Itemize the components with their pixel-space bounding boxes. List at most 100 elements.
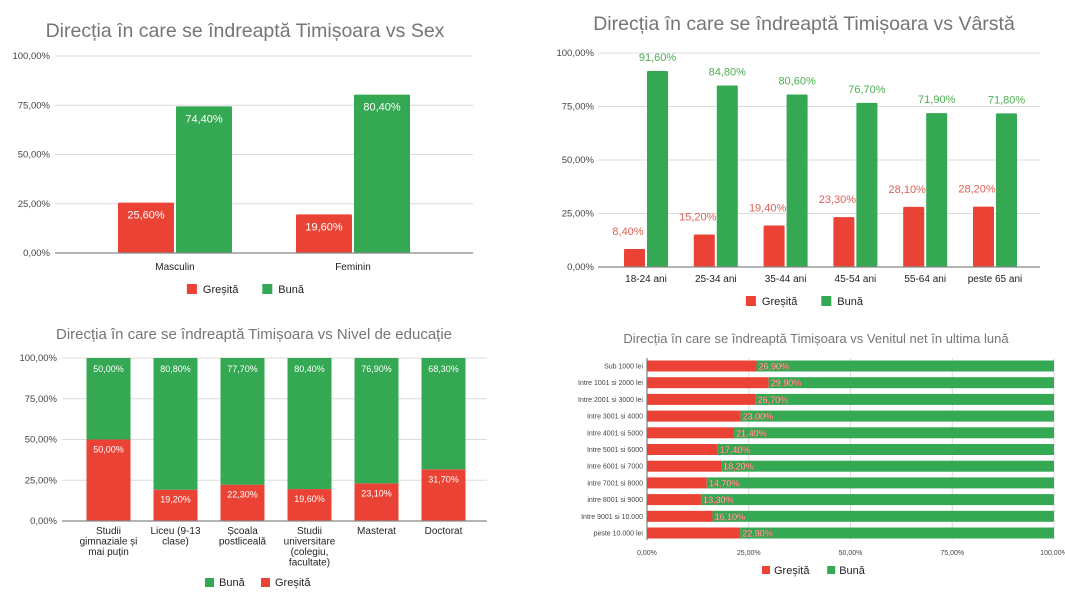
sex-x-label: Masculin <box>155 262 194 273</box>
age-x-label: peste 65 ani <box>968 274 1023 285</box>
edu-bar-label-gresita: 50,00% <box>93 445 124 455</box>
edu-bar-label-gresita: 22,30% <box>227 490 258 500</box>
inc-x-tick: 50,00% <box>839 550 863 557</box>
inc-y-label: Intre 3001 si 4000 <box>587 414 643 421</box>
edu-bar-gresita <box>354 483 399 521</box>
edu-bar-buna <box>86 358 131 440</box>
inc-bar-buna <box>756 360 1054 372</box>
inc-bar-label: 22,90% <box>742 529 773 539</box>
age-y-tick: 0,00% <box>567 262 594 273</box>
edu-x-label: facultate) <box>289 558 330 569</box>
edu-bar-label-gresita: 23,10% <box>361 488 392 498</box>
inc-bar-label: 21,40% <box>736 428 767 438</box>
age-bar-label: 28,20% <box>958 184 996 196</box>
edu-legend-swatch-0 <box>205 578 214 587</box>
sex-bar-gresita <box>296 214 352 253</box>
edu-x-label: Doctorat <box>425 526 463 537</box>
age-y-tick: 75,00% <box>562 102 595 113</box>
inc-bar-buna <box>721 460 1054 472</box>
age-bar-gresita <box>624 249 645 267</box>
age-bar-label: 71,80% <box>988 94 1026 106</box>
edu-bar-gresita <box>86 439 131 521</box>
edu-bar-buna <box>220 358 265 485</box>
age-x-label: 55-64 ani <box>904 274 946 285</box>
age-bar-gresita <box>903 206 925 267</box>
sex-y-tick: 25,00% <box>18 199 51 210</box>
inc-bar-buna <box>755 393 1054 405</box>
sex-x-label: Feminin <box>335 262 371 273</box>
inc-y-label: intre 7001 si 8000 <box>587 480 643 487</box>
age-x-label: 25-34 ani <box>695 274 737 285</box>
age-bar-label: 19,40% <box>749 202 787 214</box>
inc-bar-gresita <box>647 527 741 539</box>
age-bar-label: 28,10% <box>889 184 927 196</box>
age-bar-buna <box>926 113 948 267</box>
edu-y-tick: 100,00% <box>19 353 57 364</box>
edu-bar-label-gresita: 19,60% <box>294 494 325 504</box>
sex-legend-label-1: Bună <box>278 284 305 296</box>
age-x-label: 35-44 ani <box>765 274 807 285</box>
age-bar-buna <box>716 85 738 267</box>
age-bar-label: 91,60% <box>639 52 677 64</box>
inc-bar-buna <box>712 510 1054 522</box>
inc-bar-gresita <box>647 360 757 372</box>
inc-y-label: intre 8001 si 9000 <box>587 497 643 504</box>
edu-bar-buna <box>153 358 198 490</box>
sex-legend-swatch-1 <box>262 284 273 294</box>
inc-bar-buna <box>768 377 1054 389</box>
edu-bar-label-buna: 77,70% <box>227 364 258 374</box>
chart-education-title: Direcția în care se îndreaptă Timișoara … <box>56 326 452 343</box>
inc-bar-gresita <box>647 460 722 472</box>
inc-bar-gresita <box>647 477 707 489</box>
edu-x-label: Școala <box>227 526 258 537</box>
edu-x-label: universitare <box>284 537 336 548</box>
inc-bar-label: 18,20% <box>723 462 754 472</box>
edu-bar-gresita <box>220 484 265 521</box>
inc-bar-buna <box>701 494 1054 506</box>
age-bar-buna <box>786 94 808 268</box>
sex-bar-label: 80,40% <box>363 102 401 114</box>
sex-legend-swatch-0 <box>186 284 197 294</box>
sex-y-tick: 100,00% <box>12 51 50 62</box>
edu-bar-label-gresita: 31,70% <box>428 474 459 484</box>
edu-legend-label-1: Greșită <box>275 577 311 589</box>
sex-bar-gresita <box>118 202 174 253</box>
inc-x-tick: 0,00% <box>637 550 657 557</box>
age-bar-gresita <box>763 225 785 267</box>
inc-y-label: Intre 5001 si 6000 <box>587 447 643 454</box>
inc-legend-swatch-0 <box>762 566 770 574</box>
sex-bar-label: 25,60% <box>127 210 165 222</box>
inc-bar-buna <box>740 410 1054 422</box>
edu-legend-label-0: Bună <box>219 577 246 589</box>
age-bar-label: 84,80% <box>709 67 747 79</box>
age-legend-label-1: Bună <box>837 296 864 308</box>
edu-legend-swatch-1 <box>261 578 270 587</box>
chart-income-title: Direcția în care se îndreaptă Timișoara … <box>623 331 1009 346</box>
inc-y-label: Intre 2001 si 3000 lei <box>578 397 643 404</box>
age-bar-label: 80,60% <box>778 76 816 88</box>
inc-x-tick: 75,00% <box>940 550 964 557</box>
age-y-tick: 100,00% <box>556 48 594 59</box>
edu-bar-gresita <box>287 489 332 521</box>
edu-y-tick: 50,00% <box>25 435 58 446</box>
sex-y-tick: 50,00% <box>18 150 51 161</box>
edu-bar-label-buna: 80,40% <box>294 364 325 374</box>
inc-bar-label: 13,30% <box>703 495 734 505</box>
age-bar-buna <box>647 70 668 267</box>
inc-y-label: Intre 1001 si 2000 lei <box>578 380 643 387</box>
inc-bar-gresita <box>647 510 713 522</box>
edu-x-label: (colegiu, <box>291 547 329 558</box>
inc-bar-label: 17,40% <box>720 445 751 455</box>
inc-bar-buna <box>740 527 1054 539</box>
inc-legend-label-0: Greșită <box>774 565 810 577</box>
edu-y-tick: 0,00% <box>30 516 57 527</box>
inc-legend-swatch-1 <box>827 566 836 574</box>
inc-y-label: Intre 6001 si 7000 <box>587 464 643 471</box>
inc-y-label: peste 10.000 lei <box>594 531 644 538</box>
inc-bar-gresita <box>647 410 741 422</box>
inc-bar-label: 14,70% <box>709 478 740 488</box>
chart-sex-title: Direcția în care se îndreaptă Timișoara … <box>46 20 445 42</box>
edu-x-label: gimnaziale și <box>80 537 138 548</box>
age-bar-label: 8,40% <box>612 226 643 238</box>
inc-bar-buna <box>734 427 1054 439</box>
